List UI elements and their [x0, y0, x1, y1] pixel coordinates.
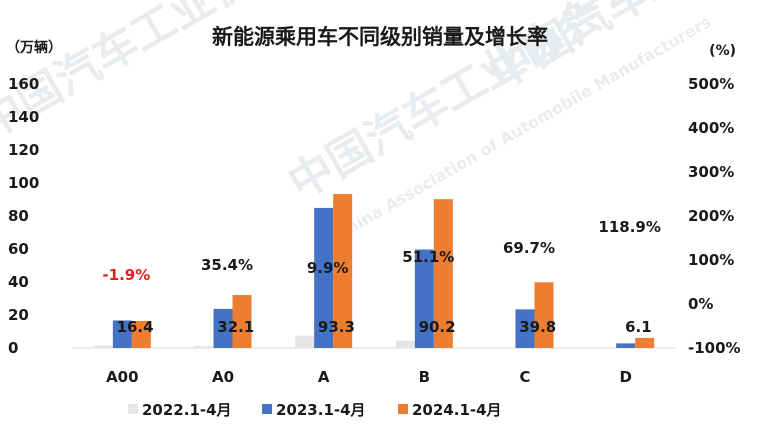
left-tick-label: 100 — [8, 174, 39, 192]
left-tick-label: 20 — [8, 306, 29, 324]
category-label: D — [619, 368, 631, 386]
legend-label: 2023.1-4月 — [276, 401, 366, 419]
data-labels: 16.4 -1.9% 32.1 35.4% 93.3 9.9% 90.2 51.1% 39.8 6… — [102, 218, 660, 336]
category-label: A — [318, 368, 330, 386]
growth-label: 35.4% — [201, 256, 253, 274]
bar-D-2 — [635, 337, 655, 348]
bar-A0-1 — [213, 308, 233, 348]
bar-A00-2 — [131, 320, 151, 348]
left-tick-label: 120 — [8, 141, 39, 159]
legend-swatch — [262, 404, 272, 414]
bar-A-0 — [295, 335, 315, 348]
data-label: 16.4 — [117, 318, 154, 336]
bar-B-1 — [414, 249, 434, 348]
category-label: A00 — [106, 368, 138, 386]
right-tick-label: 300% — [688, 163, 734, 181]
data-label: 93.3 — [318, 318, 355, 336]
growth-label: 9.9% — [307, 259, 349, 277]
growth-label: -1.9% — [102, 266, 150, 284]
bar-A0-0 — [194, 346, 214, 348]
growth-label: 118.9% — [598, 218, 660, 236]
bar-B-2 — [433, 199, 453, 348]
left-axis-unit: （万辆） — [6, 39, 62, 56]
bar-A0-2 — [232, 295, 252, 348]
legend: 2022.1-4月 2023.1-4月 2024.1-4月 — [128, 401, 502, 419]
left-tick-label: 80 — [8, 207, 29, 225]
bar-C-0 — [496, 347, 516, 348]
growth-label: 51.1% — [402, 248, 454, 266]
legend-swatch — [128, 404, 138, 414]
bar-A-2 — [333, 194, 353, 348]
data-label: 39.8 — [519, 318, 556, 336]
watermark-cn-2: 中国汽车工业协会 — [0, 0, 300, 150]
category-label: C — [519, 368, 530, 386]
legend-label: 2022.1-4月 — [142, 401, 232, 419]
growth-label: 69.7% — [503, 239, 555, 257]
bar-B-0 — [395, 340, 415, 348]
legend-swatch — [398, 404, 408, 414]
category-label: B — [419, 368, 430, 386]
left-tick-label: 160 — [8, 75, 39, 93]
bar-C-1 — [515, 309, 535, 348]
right-tick-label: 500% — [688, 75, 734, 93]
bar-A00-0 — [93, 345, 113, 348]
data-label: 32.1 — [217, 318, 254, 336]
right-tick-label: -100% — [688, 339, 741, 357]
category-label: A0 — [212, 368, 234, 386]
right-tick-label: 200% — [688, 207, 734, 225]
left-tick-label: 60 — [8, 240, 29, 258]
data-label: 6.1 — [625, 318, 652, 336]
bar-A-1 — [314, 207, 334, 348]
right-tick-label: 0% — [688, 295, 713, 313]
left-tick-label: 0 — [8, 339, 18, 357]
chart-title: 新能源乘用车不同级别销量及增长率 — [212, 25, 548, 49]
right-axis-unit: (%) — [709, 43, 736, 59]
legend-label: 2024.1-4月 — [412, 401, 502, 419]
bar-A00-1 — [112, 320, 132, 348]
right-tick-label: 400% — [688, 119, 734, 137]
bars — [93, 194, 655, 348]
left-tick-label: 140 — [8, 108, 39, 126]
left-tick-label: 40 — [8, 273, 29, 291]
right-tick-label: 100% — [688, 251, 734, 269]
bar-C-2 — [534, 282, 554, 348]
right-axis: 500% 400% 300% 200% 100% 0% -100% — [688, 75, 741, 357]
bar-D-1 — [616, 343, 636, 348]
left-axis: 160 140 120 100 80 60 40 20 0 — [8, 75, 39, 357]
data-label: 90.2 — [419, 318, 456, 336]
category-labels: A00 A0 A B C D — [106, 368, 632, 386]
